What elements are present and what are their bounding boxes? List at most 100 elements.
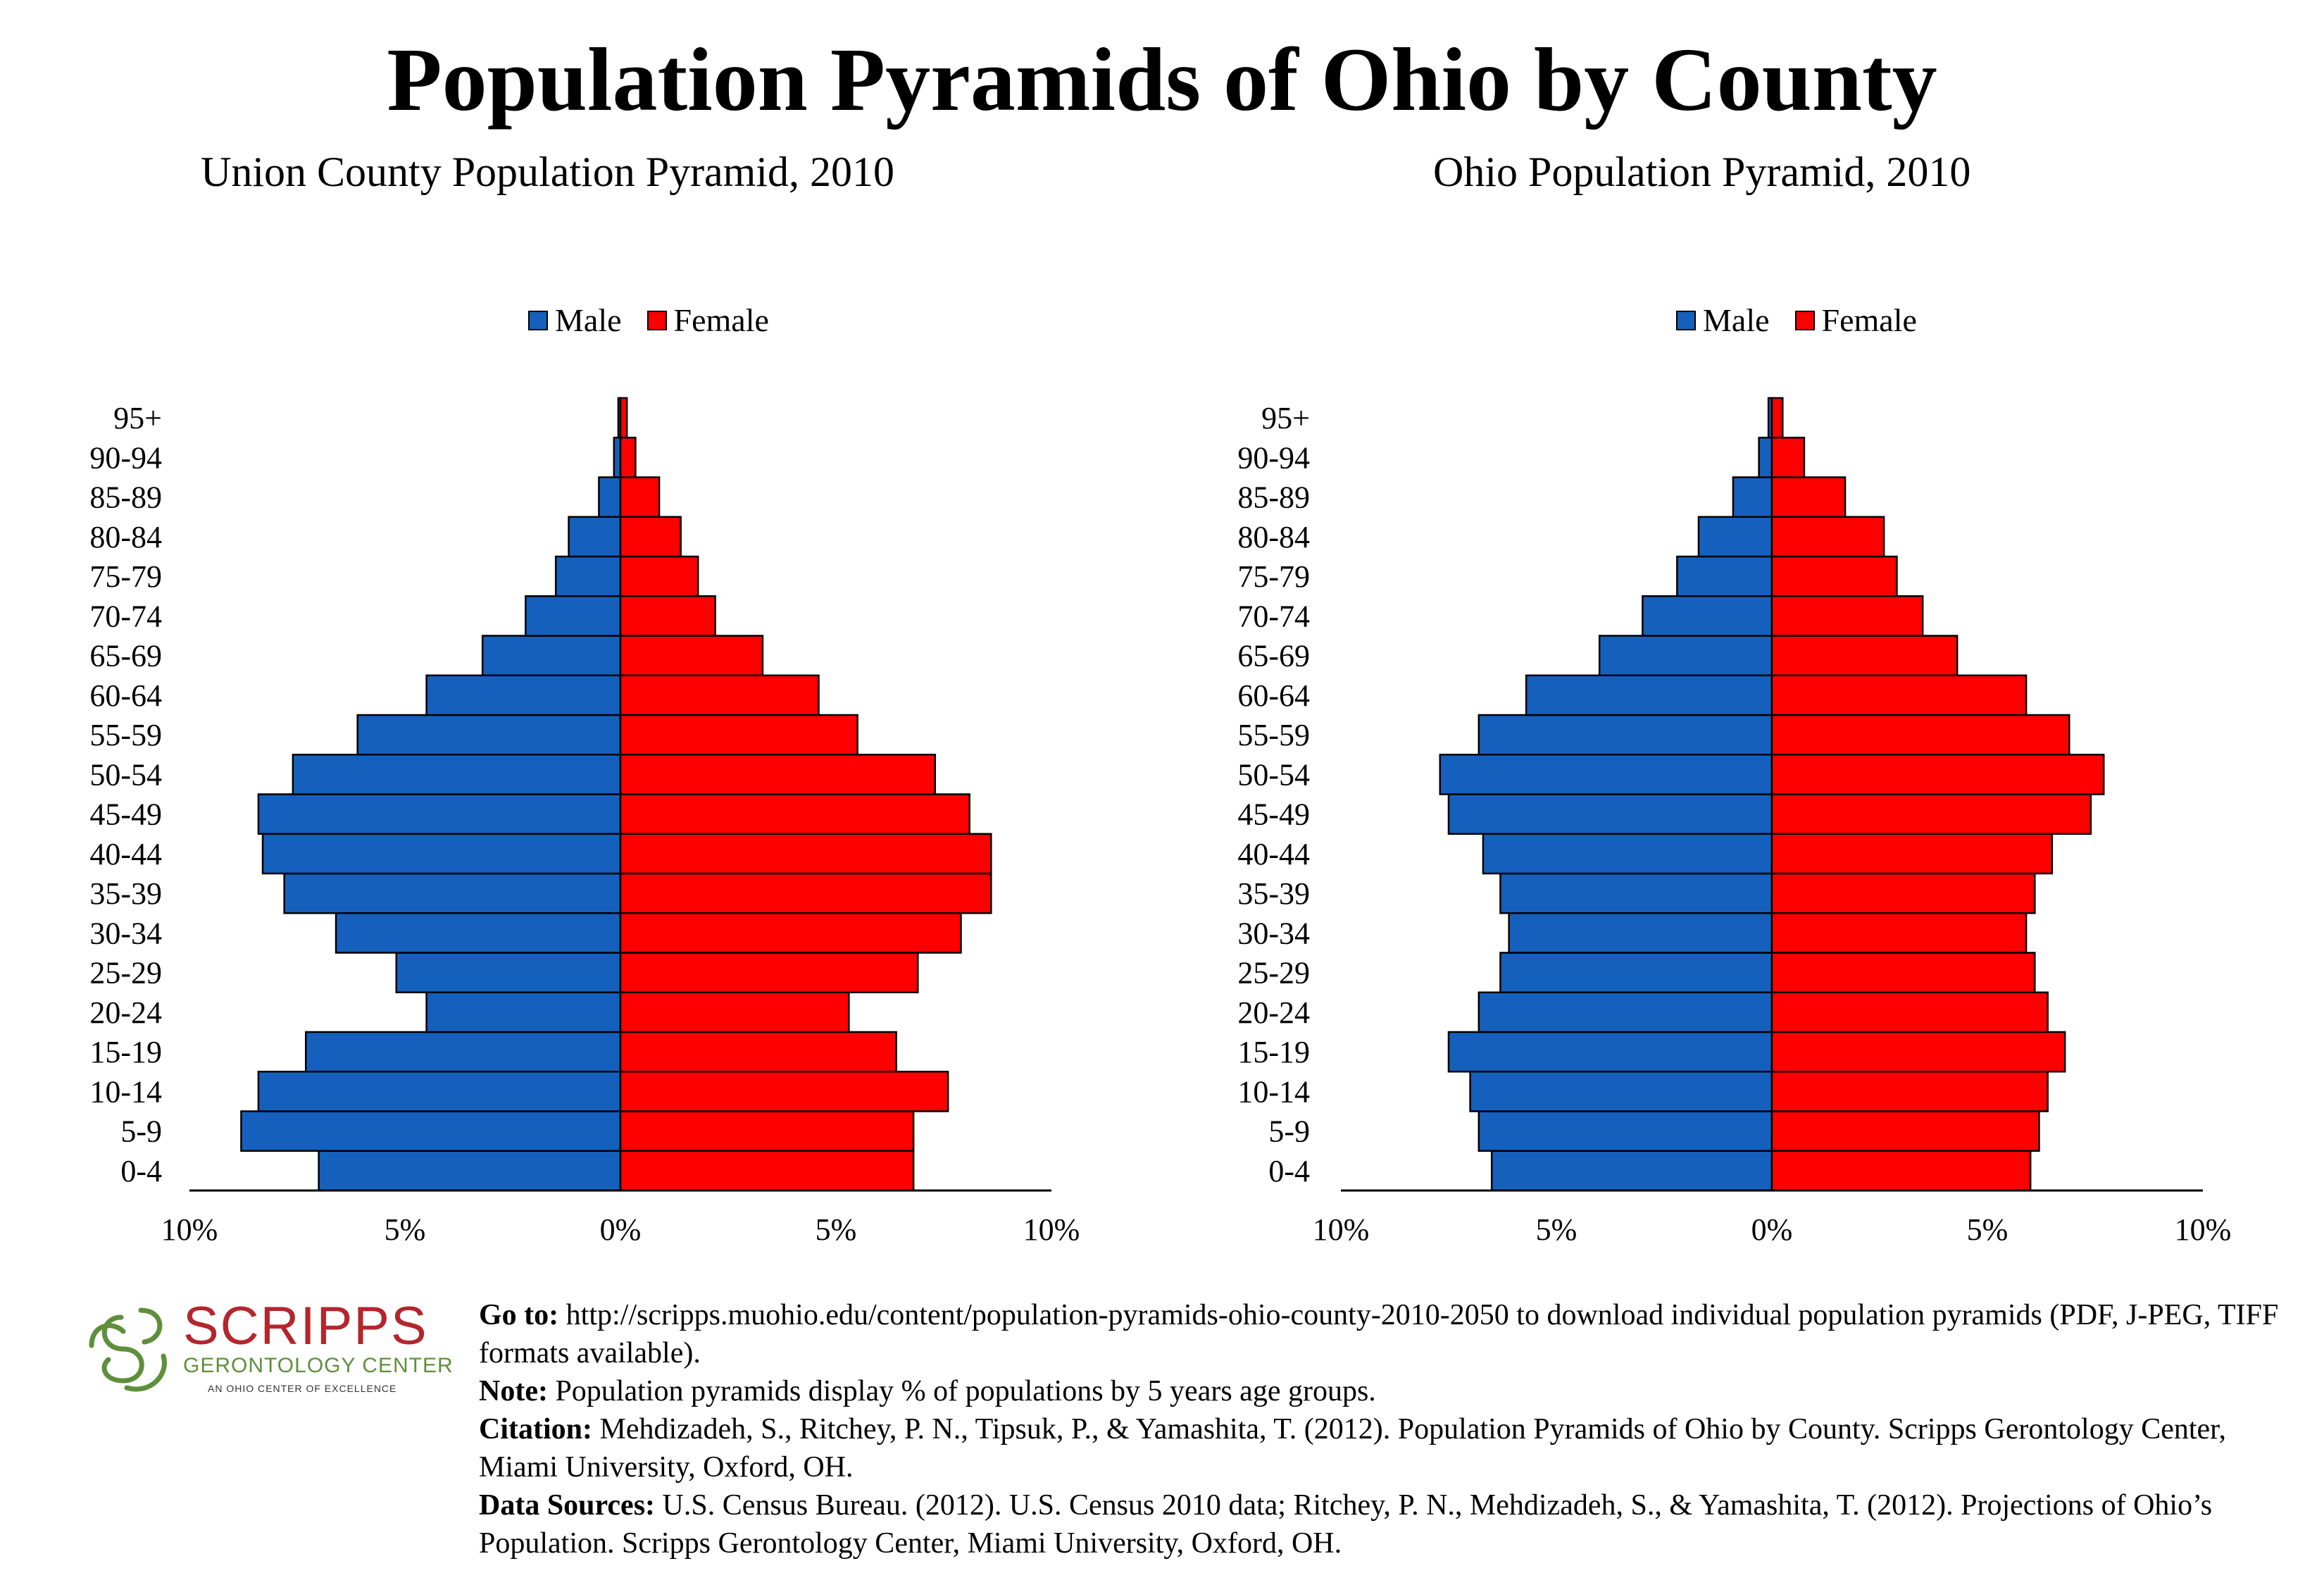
age-label: 75-79 xyxy=(89,559,162,594)
ohio-chart-title: Ohio Population Pyramid, 2010 xyxy=(1433,149,1971,195)
bar-female-65-69 xyxy=(1770,635,1958,676)
page-title: Population Pyramids of Ohio by County xyxy=(387,30,1937,130)
legend-label-male: Male xyxy=(555,302,622,338)
legend-label-male: Male xyxy=(1703,302,1770,338)
bar-male-90-94 xyxy=(1758,437,1773,478)
bar-female-70-74 xyxy=(1770,595,1924,637)
bar-male-70-74 xyxy=(1642,595,1773,637)
x-tick-label: 0% xyxy=(1751,1212,1793,1247)
bar-male-50-54 xyxy=(1439,754,1773,795)
age-label: 50-54 xyxy=(1237,757,1310,792)
bar-male-40-44 xyxy=(1482,833,1773,875)
bar-male-55-59 xyxy=(1478,714,1773,756)
age-label: 90-94 xyxy=(1237,440,1310,475)
bar-male-10-14 xyxy=(1469,1071,1773,1112)
age-label: 45-49 xyxy=(89,797,162,832)
legend-item-male: Male xyxy=(528,302,622,339)
age-label: 65-69 xyxy=(1237,639,1310,673)
bar-female-85-89 xyxy=(619,476,661,518)
logo-line2: AN OHIO CENTER OF EXCELLENCE xyxy=(208,1383,396,1394)
age-label: 25-29 xyxy=(1237,956,1310,990)
bar-female-0-4 xyxy=(1770,1150,2032,1192)
bar-female-70-74 xyxy=(619,595,716,637)
bar-female-25-29 xyxy=(619,952,919,993)
bar-female-20-24 xyxy=(1770,991,2049,1033)
bar-male-65-69 xyxy=(1598,635,1773,676)
bar-female-50-54 xyxy=(1770,754,2105,795)
footer-sources: Data Sources: U.S. Census Bureau. (2012)… xyxy=(479,1489,2213,1560)
bar-female-35-39 xyxy=(619,872,992,914)
bar-male-25-29 xyxy=(1499,952,1773,993)
bar-male-40-44 xyxy=(261,833,622,875)
bar-female-90-94 xyxy=(619,437,637,478)
bar-male-85-89 xyxy=(598,476,622,518)
bar-female-40-44 xyxy=(619,833,992,875)
bar-female-5-9 xyxy=(1770,1110,2040,1152)
bar-female-45-49 xyxy=(1770,793,2092,835)
bar-female-20-24 xyxy=(619,991,850,1033)
x-tick-label: 10% xyxy=(1313,1212,1370,1247)
age-label: 10-14 xyxy=(89,1074,162,1109)
age-label: 55-59 xyxy=(89,718,162,752)
age-label: 90-94 xyxy=(89,440,162,475)
legend-swatch-female xyxy=(646,310,667,330)
x-tick-label: 5% xyxy=(816,1212,857,1247)
age-label: 75-79 xyxy=(1237,559,1310,594)
legend-item-female: Female xyxy=(646,302,769,339)
age-label: 80-84 xyxy=(1237,520,1310,554)
x-tick-label: 10% xyxy=(161,1212,218,1247)
age-label: 5-9 xyxy=(1268,1114,1310,1149)
bar-female-95+ xyxy=(1770,397,1784,439)
age-label: 10-14 xyxy=(1237,1074,1310,1109)
bar-male-35-39 xyxy=(1499,872,1773,914)
age-label: 30-34 xyxy=(89,916,162,950)
legend-item-female: Female xyxy=(1794,302,1917,339)
age-label: 60-64 xyxy=(1237,678,1310,713)
legend-swatch-male xyxy=(1676,310,1696,330)
x-tick-label: 10% xyxy=(2175,1212,2232,1247)
footer-notes: Go to: http://scripps.muohio.edu/content… xyxy=(479,1296,2310,1562)
bar-male-20-24 xyxy=(1478,991,1773,1033)
bar-male-15-19 xyxy=(1447,1031,1773,1073)
ohio-pyramid-chart: 0-4 5-9 10-14 15-19 20-24 25-29 30-34 35-39 40-4… xyxy=(1237,397,2232,1247)
age-label: 35-39 xyxy=(1237,876,1310,911)
age-label: 60-64 xyxy=(89,678,162,713)
bar-female-90-94 xyxy=(1770,437,1806,478)
bar-male-30-34 xyxy=(1508,912,1773,954)
bar-female-15-19 xyxy=(619,1031,897,1073)
bar-male-10-14 xyxy=(257,1071,622,1112)
footer-goto: Go to: http://scripps.muohio.edu/content… xyxy=(479,1299,2279,1369)
age-label: 40-44 xyxy=(89,837,162,871)
age-label: 70-74 xyxy=(1237,599,1310,633)
age-label: 5-9 xyxy=(120,1114,162,1149)
age-label: 15-19 xyxy=(1237,1035,1310,1069)
age-label: 0-4 xyxy=(1268,1154,1310,1188)
x-tick-label: 5% xyxy=(385,1212,426,1247)
age-label: 85-89 xyxy=(1237,480,1310,515)
bar-female-55-59 xyxy=(619,714,858,756)
bar-female-75-79 xyxy=(619,555,699,597)
logo-name: SCRIPPS xyxy=(183,1296,428,1356)
bar-female-25-29 xyxy=(1770,952,2036,993)
bar-male-5-9 xyxy=(240,1110,622,1152)
bar-male-80-84 xyxy=(1697,516,1773,558)
age-label: 15-19 xyxy=(89,1035,162,1069)
x-tick-label: 10% xyxy=(1023,1212,1080,1247)
union-legend: Male Female xyxy=(528,302,794,339)
union-pyramid-chart: 0-4 5-9 10-14 15-19 20-24 25-29 30-34 35-39 40-4… xyxy=(89,397,1080,1247)
age-label: 40-44 xyxy=(1237,837,1310,871)
bar-male-60-64 xyxy=(1525,674,1773,716)
footer-citation: Citation: Mehdizadeh, S., Ritchey, P. N.… xyxy=(479,1413,2226,1484)
legend-item-male: Male xyxy=(1676,302,1770,339)
age-label: 85-89 xyxy=(89,480,162,515)
legend-swatch-female xyxy=(1794,310,1815,330)
footer-note: Note: Population pyramids display % of p… xyxy=(479,1375,1376,1407)
age-label: 20-24 xyxy=(1237,995,1310,1030)
age-label: 95+ xyxy=(1261,401,1310,435)
bar-female-10-14 xyxy=(1770,1071,2049,1112)
age-label: 70-74 xyxy=(89,599,162,633)
x-tick-label: 0% xyxy=(600,1212,642,1247)
bar-female-80-84 xyxy=(619,516,682,558)
bar-male-55-59 xyxy=(356,714,622,756)
bar-female-65-69 xyxy=(619,635,764,676)
